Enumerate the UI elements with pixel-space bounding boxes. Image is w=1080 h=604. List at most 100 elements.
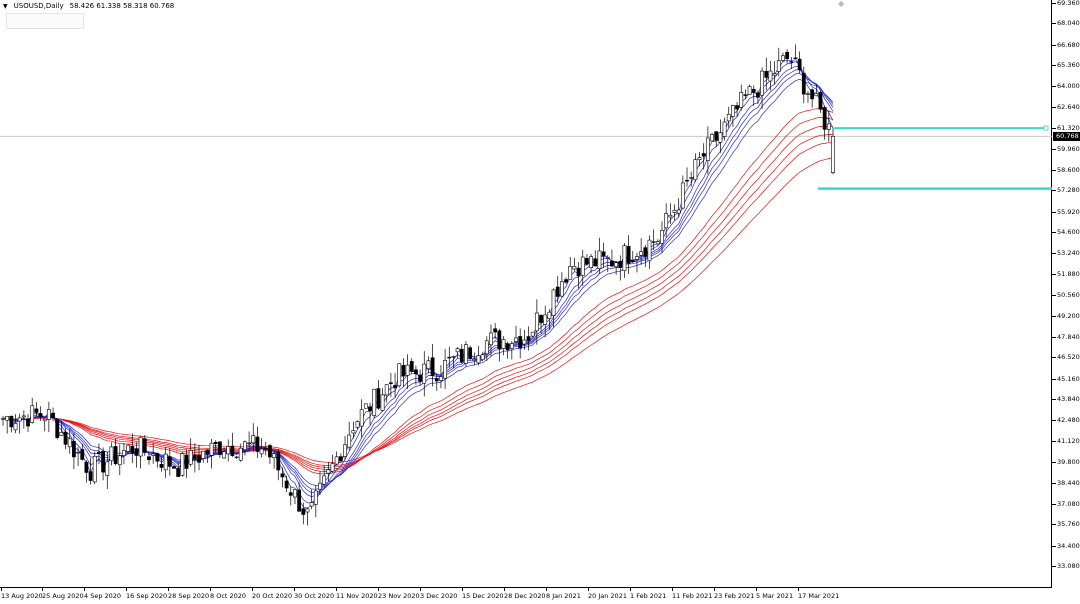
price-label: 53.240 [1057, 249, 1080, 258]
price-label: 50.560 [1057, 290, 1080, 299]
fast-ma-line [2, 59, 834, 509]
bull-candle [680, 182, 685, 209]
chart-shift-icon[interactable]: ◆ [838, 0, 845, 8]
bull-candle [305, 508, 310, 513]
bear-candle [97, 452, 101, 454]
bull-candle [676, 209, 681, 214]
price-tick [1052, 23, 1056, 25]
time-label: 20 Jan 2021 [588, 592, 627, 600]
bull-candle [384, 384, 389, 396]
bear-candle [418, 374, 422, 382]
bear-candle [447, 356, 452, 359]
bear-candle [743, 94, 748, 96]
bear-candle [368, 406, 372, 412]
time-tick [336, 588, 337, 591]
bull-candle [472, 358, 477, 361]
time-label: 23 Feb 2021 [714, 592, 755, 600]
bear-candle [430, 357, 435, 377]
bear-candle [192, 454, 197, 459]
bull-candle [443, 359, 448, 379]
bull-candle [672, 209, 677, 213]
bull-candle [464, 344, 468, 364]
bear-candle [626, 246, 631, 264]
bear-candle [197, 455, 201, 463]
bull-candle [547, 311, 552, 319]
price-tick [1052, 86, 1056, 88]
bull-candle [697, 157, 702, 161]
bull-candle [126, 444, 131, 452]
bear-candle [147, 456, 151, 461]
bear-candle [735, 105, 739, 110]
bull-candle [334, 456, 339, 465]
price-label: 66.680 [1057, 40, 1080, 49]
bear-candle [764, 70, 769, 78]
price-label: 43.840 [1057, 395, 1080, 404]
bull-candle [614, 262, 619, 268]
bull-candle [330, 463, 335, 472]
bull-candle [59, 432, 64, 436]
bull-candle [705, 137, 710, 161]
price-tick [1052, 441, 1056, 443]
bear-candle [217, 441, 222, 455]
bull-candle [781, 55, 785, 61]
price-label: 54.600 [1057, 228, 1080, 237]
price-tick [1052, 65, 1056, 67]
bull-candle [501, 339, 506, 349]
bear-candle [9, 415, 14, 428]
bear-candle [63, 431, 68, 445]
price-tick [1052, 274, 1056, 276]
bull-candle [572, 266, 577, 270]
bull-candle [405, 364, 410, 376]
price-label: 59.960 [1057, 144, 1080, 153]
time-label: 5 Mar 2021 [756, 592, 794, 600]
bull-candle [551, 289, 556, 316]
bull-candle [814, 93, 819, 97]
bull-candle [363, 403, 368, 409]
bear-candle [134, 448, 139, 456]
price-tick [1052, 253, 1056, 255]
bear-candle [55, 418, 60, 438]
bull-candle [664, 213, 669, 229]
bear-candle [493, 328, 498, 333]
one-click-trading-panel[interactable] [6, 13, 84, 29]
time-tick [588, 588, 589, 591]
bear-candle [685, 180, 689, 182]
price-tick [1052, 211, 1056, 213]
bull-candle [647, 239, 652, 262]
bull-candle [660, 230, 664, 244]
bull-candle [718, 132, 723, 143]
bull-candle [776, 60, 781, 72]
price-tick [1052, 482, 1056, 484]
bull-candle [67, 438, 72, 448]
time-tick [294, 588, 295, 591]
bear-candle [276, 451, 281, 471]
plot-area[interactable] [0, 0, 1052, 588]
price-chart[interactable] [0, 0, 1052, 588]
price-tick [1052, 127, 1056, 129]
bear-candle [618, 261, 623, 268]
bear-candle [388, 382, 393, 384]
bull-candle [247, 442, 251, 445]
fast-ma-line [2, 65, 834, 497]
bear-candle [393, 385, 397, 389]
bull-candle [180, 453, 185, 476]
bear-candle [518, 336, 523, 349]
bear-candle [376, 388, 381, 409]
time-label: 28 Dec 2020 [504, 592, 546, 600]
bull-candle [313, 490, 318, 505]
price-label: 47.840 [1057, 332, 1080, 341]
bear-candle [576, 267, 581, 277]
time-label: 25 Aug 2020 [42, 592, 84, 600]
bear-candle [409, 361, 414, 372]
bear-candle [714, 131, 719, 141]
bull-candle [451, 356, 456, 358]
time-tick [672, 588, 673, 591]
dropdown-triangle-icon[interactable]: ▼ [3, 3, 8, 10]
price-tick [1052, 169, 1056, 171]
price-tick [1052, 315, 1056, 317]
bull-candle [455, 348, 460, 353]
price-tick [1052, 566, 1056, 567]
bear-candle [651, 241, 656, 243]
bull-candle [768, 70, 773, 82]
